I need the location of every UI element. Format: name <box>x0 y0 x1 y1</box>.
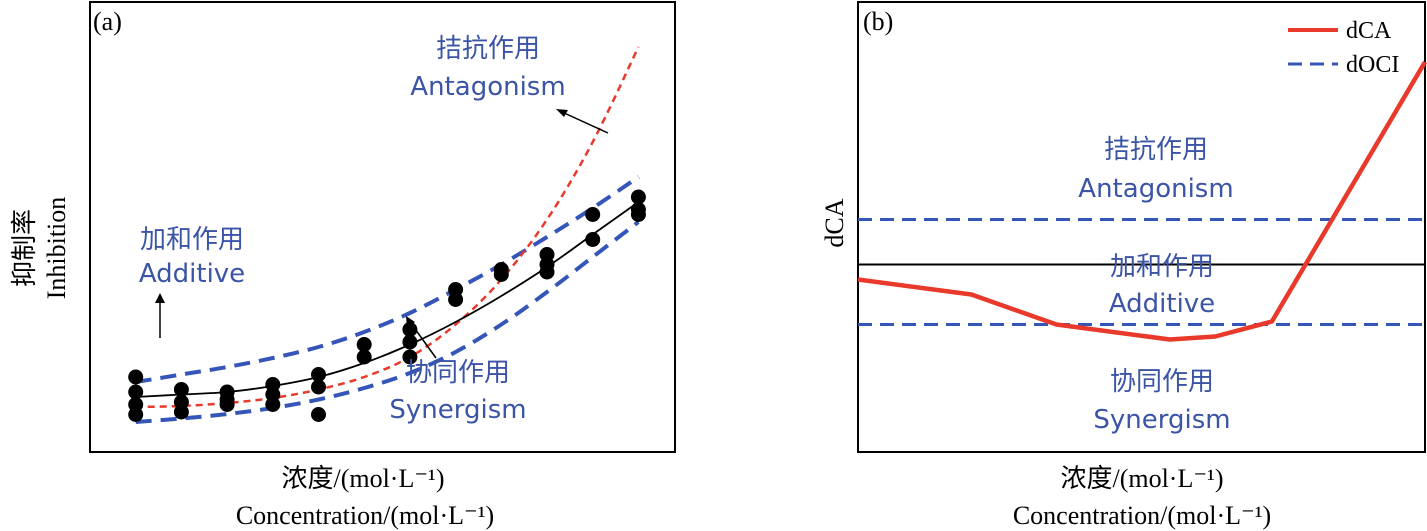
additive-arrowhead <box>155 293 165 303</box>
panel-b-xlabel-cn: 浓度/(mol·L⁻¹) <box>1060 464 1223 493</box>
additive-cn-b: 加和作用 <box>1110 252 1214 282</box>
data-point <box>493 267 509 282</box>
data-point <box>356 337 372 352</box>
data-point <box>448 292 464 307</box>
panel-a-tag: (a) <box>93 7 122 36</box>
antagonism-cn-b: 拮抗作用 <box>1104 135 1208 165</box>
panel-b-legend: dCA dOCI <box>1288 18 1399 78</box>
data-point <box>128 369 144 385</box>
panel-b-xlabel-en: Concentration/(mol·L⁻¹) <box>1013 501 1271 530</box>
lower-bound-line <box>135 220 640 424</box>
upper-bound-line <box>135 175 640 384</box>
data-point <box>402 334 418 350</box>
panel-a-frame <box>89 1 676 453</box>
antagonism-arrowhead <box>556 109 568 117</box>
data-point <box>265 397 281 412</box>
synergism-en-b: Synergism <box>1093 405 1230 435</box>
data-point <box>311 407 326 422</box>
synergism-en-a: Synergism <box>389 395 526 425</box>
panel-b-lines <box>857 60 1427 342</box>
panel-a-ylabel-en: Inhibition <box>42 197 71 300</box>
data-point <box>630 207 646 222</box>
data-point <box>585 207 601 222</box>
data-point <box>128 407 144 422</box>
antagonism-arrow <box>561 111 609 134</box>
panel-a-points <box>128 189 646 422</box>
data-point <box>173 404 189 420</box>
panel-b-ylabel: dCA <box>820 198 849 247</box>
data-point <box>128 384 144 400</box>
additive-cn-a: 加和作用 <box>140 225 244 255</box>
data-point <box>219 397 235 412</box>
data-point <box>630 189 646 205</box>
legend-dca-label: dCA <box>1346 18 1392 44</box>
synergism-cn-b: 协同作用 <box>1110 367 1214 397</box>
legend-doci-label: dOCI <box>1346 52 1399 78</box>
data-point <box>311 379 326 395</box>
data-point <box>539 264 555 280</box>
data-point <box>173 382 189 397</box>
synergism-arrow <box>409 321 437 359</box>
synergism-cn-a: 协同作用 <box>406 358 510 388</box>
additive-en-a: Additive <box>139 259 245 289</box>
data-point <box>585 232 601 247</box>
panel-a-xlabel-cn: 浓度/(mol·L⁻¹) <box>281 464 444 493</box>
panel-b: (b) dCA 浓度/(mol·L⁻¹) Concentration/(mol·… <box>820 1 1427 530</box>
synergism-arrowhead <box>406 316 415 328</box>
data-point <box>402 349 418 365</box>
antagonism-en-a: Antagonism <box>410 72 565 102</box>
panel-a-ylabel-cn: 抑制率 <box>10 209 39 287</box>
panel-a-xlabel-en: Concentration/(mol·L⁻¹) <box>236 501 494 530</box>
panel-a: (a) 抑制率 Inhibition 浓度/(mol·L⁻¹) Concentr… <box>10 1 676 530</box>
data-point <box>402 322 418 337</box>
additive-en-b: Additive <box>1109 289 1215 319</box>
dca-line <box>857 60 1427 342</box>
panel-b-tag: (b) <box>863 7 893 36</box>
antagonism-en-b: Antagonism <box>1078 174 1233 204</box>
antagonism-cn-a: 拮抗作用 <box>436 34 540 64</box>
data-point <box>356 349 372 365</box>
panel-b-frame <box>857 1 1426 453</box>
annotation-arrows <box>155 109 609 359</box>
data-point <box>311 367 326 382</box>
